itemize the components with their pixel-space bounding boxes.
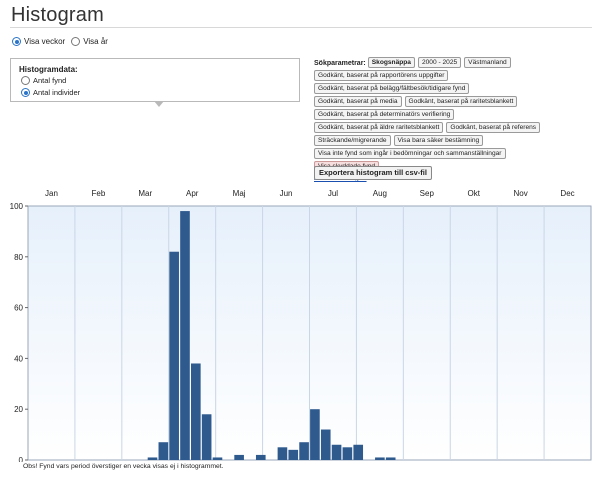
histogram-data-panel: Histogramdata: Antal fynd Antal individe… (10, 58, 300, 102)
option-antal-individer[interactable]: Antal individer (21, 88, 80, 97)
param-tag: Sträckande/migrerande (314, 135, 391, 146)
param-tag: Visa inte fynd som ingår i bedömningar o… (314, 148, 506, 159)
footnote: Obs! Fynd vars period överstiger en veck… (23, 463, 224, 470)
option-antal-fynd[interactable]: Antal fynd (21, 76, 66, 85)
option-antal-individer-label[interactable]: Antal individer (33, 88, 81, 97)
month-label: Sep (419, 189, 434, 198)
view-toggle: Visa veckor Visa år (12, 37, 114, 46)
histogram-chart: 0 20 40 60 80 100 (0, 202, 601, 467)
histogram-bar (288, 449, 299, 460)
param-tag-list: Godkänt, baserat på rapportörens uppgift… (314, 70, 599, 160)
histogram-bar (310, 409, 320, 460)
param-tag: Godkänt, baserat på referens (446, 122, 541, 133)
export-csv-button[interactable]: Exportera histogram till csv-fil (314, 166, 432, 180)
param-tag: Godkänt, baserat på äldre raritetsblanke… (314, 122, 444, 133)
month-label: Jan (45, 189, 58, 198)
histogram-bar (331, 444, 342, 460)
radio-view-years[interactable] (71, 37, 81, 46)
histogram-bar (147, 457, 158, 460)
param-tag-species: Skogsnäppa (367, 57, 415, 68)
option-antal-fynd-label[interactable]: Antal fynd (33, 76, 67, 85)
histogram-data-title: Histogramdata: (19, 65, 78, 74)
param-tag-region: Västmanland (464, 57, 511, 68)
radio-antal-individer[interactable] (21, 88, 30, 97)
y-tick-label: 80 (14, 253, 23, 262)
month-label: Jun (279, 189, 293, 198)
month-label: Aug (372, 189, 387, 198)
histogram-bar (234, 454, 244, 460)
histogram-bar (385, 457, 396, 460)
month-label: Nov (513, 189, 528, 198)
histogram-bar (169, 251, 179, 460)
param-tag-years: 2000 - 2025 (417, 57, 462, 68)
search-parameters: Sökparametrar: Skogsnäppa 2000 - 2025 Vä… (314, 57, 599, 182)
month-label: Okt (467, 189, 480, 198)
histogram-bar (191, 363, 201, 460)
histogram-bar (342, 447, 353, 460)
histogram-bar (299, 442, 309, 460)
y-tick-label: 60 (14, 304, 23, 313)
panel-pointer-arrow (154, 101, 164, 107)
month-label: Feb (91, 189, 106, 198)
param-tag: Godkänt, baserat på raritetsblankett (404, 96, 518, 107)
search-parameters-label: Sökparametrar: (314, 59, 366, 67)
param-tag: Godkänt, baserat på belägg/fältbesök/tid… (314, 83, 470, 94)
page-title: Histogram (11, 4, 104, 26)
histogram-bar (320, 429, 331, 460)
month-label: Apr (185, 189, 199, 198)
param-tag: Visa bara säker bestämning (393, 135, 484, 146)
param-tag: Godkänt, baserat på rapportörens uppgift… (314, 70, 449, 81)
radio-view-weeks-label[interactable]: Visa veckor (24, 37, 66, 46)
histogram-bar (255, 454, 266, 460)
histogram-bar (201, 414, 212, 460)
month-label: Dec (560, 189, 575, 198)
y-tick-label: 0 (19, 456, 24, 462)
histogram-bar (180, 211, 190, 460)
param-tag: Godkänt, baserat på media (314, 96, 402, 107)
histogram-bar (375, 457, 385, 460)
param-tag: Godkänt, baserat på determinatörs verifi… (314, 109, 455, 120)
histogram-svg: 0 20 40 60 80 100 (10, 202, 592, 465)
month-label: Jul (327, 189, 339, 198)
y-tick-label: 20 (14, 405, 23, 414)
month-axis: Jan Feb Mar Apr Maj Jun Jul Aug Sep Okt Nov Dec (28, 189, 591, 201)
histogram-bar (277, 447, 288, 460)
radio-antal-fynd[interactable] (21, 76, 30, 85)
y-tick-label: 40 (14, 354, 23, 363)
histogram-bar (353, 444, 364, 460)
title-divider (10, 27, 592, 28)
histogram-bar (212, 457, 223, 460)
y-tick-label: 100 (10, 202, 24, 211)
histogram-bar (158, 442, 169, 460)
month-label: Mar (138, 189, 153, 198)
radio-view-years-label[interactable]: Visa år (83, 37, 108, 46)
month-label: Maj (232, 189, 246, 198)
radio-view-weeks[interactable] (12, 37, 21, 46)
